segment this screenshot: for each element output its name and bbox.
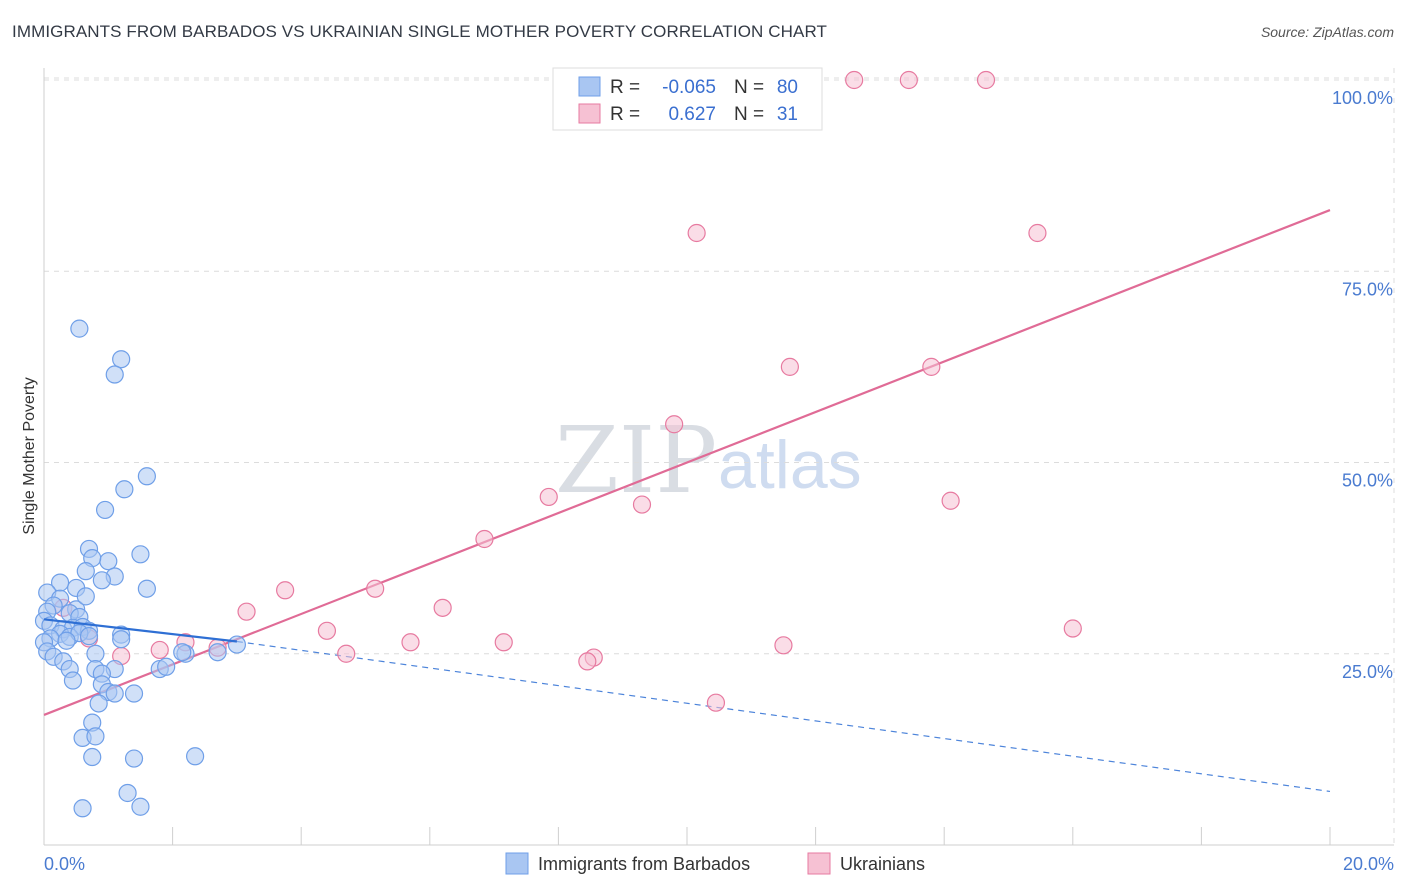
point-barbados-57 [124, 684, 144, 703]
axes [43, 68, 1394, 846]
series-legend-label-ukrainians: Ukrainians [840, 854, 925, 874]
point-barbados-62 [83, 747, 102, 767]
point-barbados-10 [76, 562, 95, 581]
point-ukrainians-14 [433, 598, 452, 617]
point-barbados-61 [86, 727, 105, 746]
legend-n-label-1: N = [734, 77, 764, 98]
legend-n-label-2: N = [734, 104, 764, 125]
point-barbados-53 [63, 671, 83, 690]
point-barbados-8 [99, 552, 118, 571]
point-ukrainians-13 [276, 581, 295, 600]
point-ukrainians-8 [539, 487, 558, 507]
y-tick-label-1: 50.0% [1342, 471, 1393, 491]
point-ukrainians-12 [366, 579, 385, 598]
legend-n-value-1: 80 [777, 77, 798, 98]
point-ukrainians-18 [401, 633, 420, 652]
y-tick-labels: 25.0% 50.0% 75.0% 100.0% [1332, 88, 1393, 682]
point-barbados-5 [95, 500, 115, 520]
y-tick-label-0: 25.0% [1342, 662, 1393, 682]
point-barbados-66 [73, 799, 92, 818]
point-ukrainians-5 [780, 357, 799, 376]
point-barbados-33 [79, 627, 99, 646]
point-ukrainians-6 [922, 357, 941, 376]
y-tick-label-3: 100.0% [1332, 88, 1393, 108]
source-label: Source: ZipAtlas.com [1260, 24, 1394, 40]
point-ukrainians-0 [845, 70, 864, 90]
correlation-legend: R = -0.065 N = 80 R = 0.627 N = 31 [552, 67, 823, 131]
point-ukrainians-25 [337, 644, 356, 663]
y-axis-title: Single Mother Poverty [21, 377, 38, 534]
point-ukrainians-29 [706, 693, 726, 712]
point-barbados-3 [137, 467, 156, 486]
point-ukrainians-2 [976, 70, 996, 90]
legend-r-value-1: -0.065 [662, 77, 716, 98]
point-ukrainians-3 [687, 223, 706, 243]
point-barbados-2 [105, 365, 124, 384]
legend-swatch-pink [578, 103, 601, 124]
point-barbados-37 [57, 631, 76, 650]
point-ukrainians-23 [150, 640, 169, 660]
point-ukrainians-11 [475, 529, 494, 549]
trend-lines [43, 209, 1331, 793]
point-barbados-48 [86, 644, 105, 663]
point-ukrainians-4 [1028, 223, 1047, 243]
legend-r-label-1: R = [610, 77, 640, 98]
trend-line-barbados [43, 618, 238, 643]
point-ukrainians-20 [774, 636, 793, 655]
point-ukrainians-1 [899, 70, 918, 90]
point-ukrainians-10 [941, 491, 960, 510]
series-legend-swatch-barbados [505, 852, 529, 875]
series-legend-swatch-ukrainians [807, 852, 831, 875]
y-tick-label-2: 75.0% [1342, 279, 1393, 299]
legend-r-label-2: R = [610, 104, 640, 125]
series-legend-label-barbados: Immigrants from Barbados [538, 854, 750, 874]
point-ukrainians-7 [665, 415, 684, 434]
x-tick-label-min: 0.0% [44, 854, 85, 874]
point-ukrainians-27 [578, 652, 597, 671]
point-ukrainians-17 [1063, 619, 1082, 638]
data-points [34, 70, 1082, 818]
series-legend: Immigrants from Barbados Ukrainians [505, 852, 925, 875]
point-barbados-56 [105, 684, 124, 703]
x-tick-label-max: 20.0% [1343, 854, 1394, 874]
point-barbados-12 [137, 579, 156, 598]
point-barbados-63 [124, 749, 144, 768]
trend-line-ukrainians [43, 209, 1331, 716]
legend-r-value-2: 0.627 [668, 104, 716, 125]
point-barbados-45 [227, 635, 246, 654]
point-ukrainians-15 [237, 602, 256, 621]
point-barbados-18 [76, 587, 95, 606]
point-barbados-47 [157, 657, 176, 676]
trend-line-barbados-extension [236, 640, 1331, 793]
point-barbados-1 [112, 350, 131, 369]
point-barbados-44 [208, 643, 227, 662]
point-barbados-65 [118, 783, 137, 803]
point-barbados-58 [89, 694, 108, 713]
watermark-atlas: atlas [718, 427, 862, 503]
point-barbados-6 [131, 545, 150, 564]
point-barbados-4 [115, 480, 134, 499]
chart-title: IMMIGRANTS FROM BARBADOS VS UKRAINIAN SI… [12, 22, 828, 41]
point-barbados-13 [92, 571, 111, 590]
point-barbados-0 [70, 319, 89, 338]
point-barbados-67 [131, 797, 150, 816]
legend-swatch-blue [578, 76, 601, 97]
legend-n-value-2: 31 [777, 104, 798, 125]
point-barbados-36 [112, 630, 131, 649]
point-barbados-43 [173, 643, 192, 662]
point-ukrainians-16 [317, 621, 337, 640]
point-ukrainians-9 [632, 495, 652, 514]
point-ukrainians-19 [494, 633, 513, 652]
point-barbados-64 [186, 747, 205, 766]
